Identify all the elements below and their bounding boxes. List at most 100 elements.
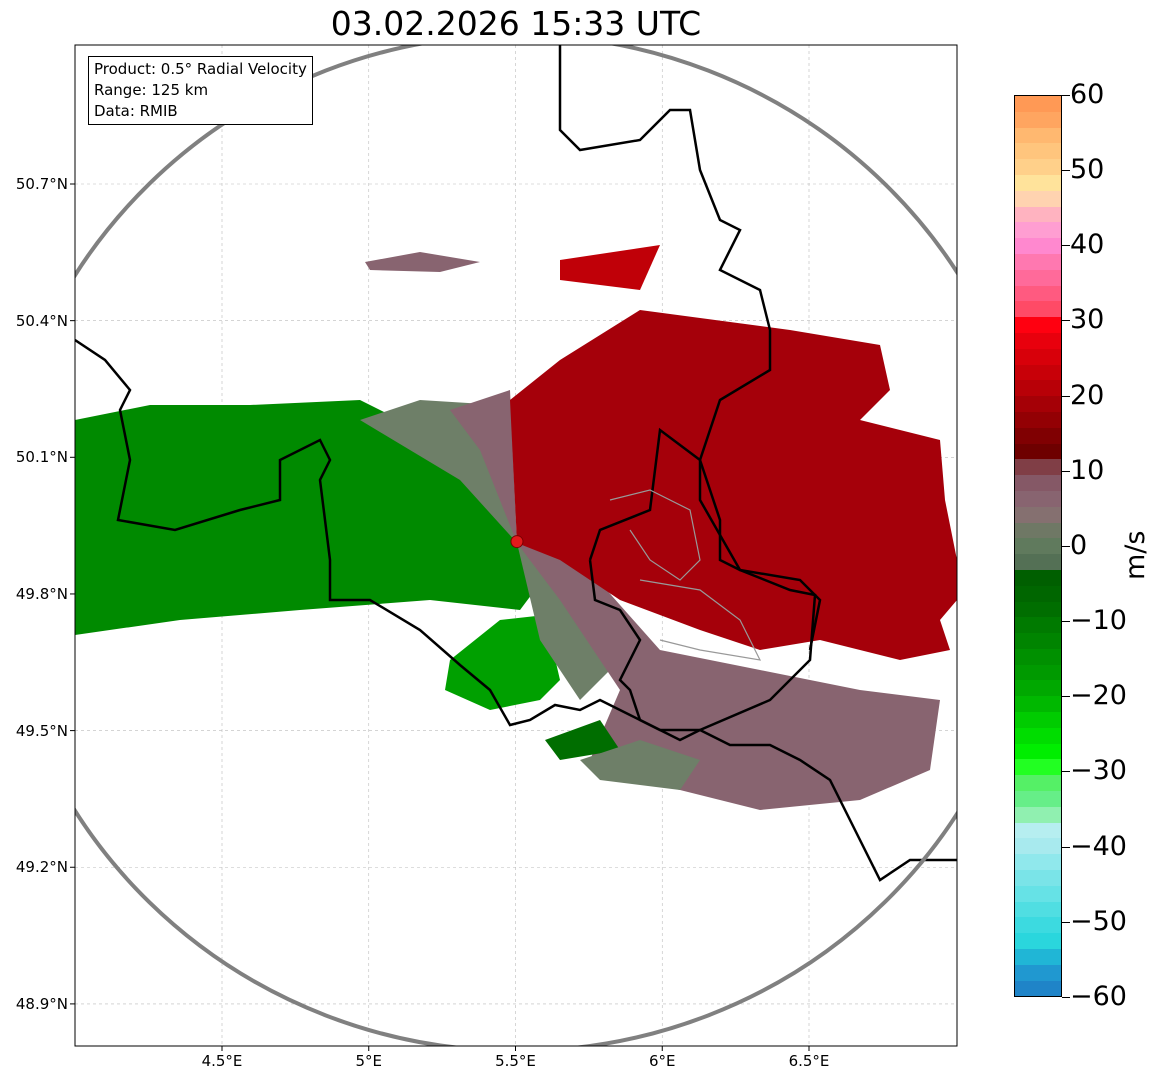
colorbar-segment bbox=[1015, 601, 1061, 618]
colorbar-tick-label: −40 bbox=[1070, 830, 1127, 862]
colorbar-segment bbox=[1015, 143, 1061, 160]
colorbar-segment bbox=[1015, 206, 1061, 223]
lon-label: 5°E bbox=[355, 1052, 383, 1070]
colorbar-segment bbox=[1015, 222, 1061, 239]
colorbar-segment bbox=[1015, 554, 1061, 570]
colorbar-tick-label: −60 bbox=[1070, 980, 1127, 1012]
colorbar-tick-label: 60 bbox=[1070, 79, 1105, 110]
colorbar-tick-label: 50 bbox=[1070, 154, 1105, 186]
colorbar-segment bbox=[1015, 743, 1061, 760]
colorbar-segment bbox=[1015, 522, 1061, 539]
colorbar-tick bbox=[1062, 170, 1070, 172]
colorbar-segment bbox=[1015, 253, 1061, 270]
echo-pink-center bbox=[450, 390, 940, 810]
colorbar-tick-label: 0 bbox=[1070, 529, 1088, 561]
colorbar-segment bbox=[1015, 870, 1061, 886]
lon-label: 6°E bbox=[648, 1052, 676, 1070]
colorbar-segment bbox=[1015, 159, 1061, 175]
colorbar-segment bbox=[1015, 648, 1061, 665]
colorbar-segment bbox=[1015, 411, 1061, 428]
colorbar-segment bbox=[1015, 964, 1061, 981]
colorbar-tick-label: −10 bbox=[1070, 605, 1127, 637]
colorbar-tick bbox=[1062, 320, 1070, 322]
colorbar-segment bbox=[1015, 727, 1061, 744]
colorbar-segment bbox=[1015, 348, 1061, 365]
echo-pink-north bbox=[365, 252, 480, 272]
colorbar-tick bbox=[1062, 545, 1070, 547]
lat-label: 50.1°N bbox=[15, 448, 68, 467]
echo-gray-center bbox=[360, 400, 620, 700]
colorbar-segment bbox=[1015, 190, 1061, 207]
colorbar-tick bbox=[1062, 395, 1070, 397]
colorbar-segment bbox=[1015, 569, 1061, 586]
colorbar-tick bbox=[1062, 771, 1070, 773]
colorbar-tick-label: −50 bbox=[1070, 905, 1127, 937]
colorbar-tick bbox=[1062, 846, 1070, 848]
info-data-source: Data: RMIB bbox=[94, 102, 178, 120]
colorbar-tick-label: 40 bbox=[1070, 229, 1105, 261]
colorbar-segment bbox=[1015, 933, 1061, 950]
colorbar-segment bbox=[1015, 111, 1061, 128]
colorbar-segment bbox=[1015, 490, 1061, 507]
colorbar-segment bbox=[1015, 364, 1061, 381]
colorbar-segment bbox=[1015, 269, 1061, 286]
colorbar-segment bbox=[1015, 585, 1061, 602]
echo-green-west bbox=[75, 400, 535, 635]
colorbar-tick-label: −20 bbox=[1070, 680, 1127, 712]
colorbar-segment bbox=[1015, 427, 1061, 444]
colorbar-segment bbox=[1015, 396, 1061, 412]
colorbar-segment bbox=[1015, 680, 1061, 697]
colorbar-tick-label: 20 bbox=[1070, 379, 1105, 411]
colorbar-segment bbox=[1015, 506, 1061, 523]
colorbar-segment bbox=[1015, 901, 1061, 918]
velocity-echoes bbox=[75, 245, 957, 810]
colorbar-segment bbox=[1015, 332, 1061, 349]
lon-label: 6.5°E bbox=[788, 1052, 830, 1070]
colorbar-tick bbox=[1062, 996, 1070, 998]
colorbar-segment bbox=[1015, 854, 1061, 871]
info-box: Product: 0.5° Radial Velocity Range: 125… bbox=[88, 56, 313, 125]
colorbar-segment bbox=[1015, 127, 1061, 144]
echo-green-south bbox=[445, 615, 560, 710]
info-range: Range: 125 km bbox=[94, 81, 209, 99]
colorbar-tick-label: 10 bbox=[1070, 454, 1105, 486]
colorbar-segment bbox=[1015, 775, 1061, 792]
colorbar-segment bbox=[1015, 443, 1061, 460]
colorbar-segment bbox=[1015, 949, 1061, 965]
colorbar bbox=[1014, 95, 1062, 997]
colorbar-segment bbox=[1015, 538, 1061, 555]
lat-label: 49.2°N bbox=[15, 858, 68, 877]
lat-label: 50.4°N bbox=[15, 311, 68, 330]
colorbar-segment bbox=[1015, 980, 1061, 997]
lon-label: 4.5°E bbox=[201, 1052, 243, 1070]
colorbar-tick bbox=[1062, 696, 1070, 698]
colorbar-segment bbox=[1015, 838, 1061, 855]
lat-label: 49.8°N bbox=[15, 584, 68, 603]
colorbar-tick-label: 30 bbox=[1070, 304, 1105, 336]
colorbar-segment bbox=[1015, 238, 1061, 254]
lon-label: 5.5°E bbox=[495, 1052, 536, 1070]
colorbar-segment bbox=[1015, 759, 1061, 776]
colorbar-segment bbox=[1015, 633, 1061, 649]
colorbar-segment bbox=[1015, 475, 1061, 491]
commune-borders bbox=[609, 489, 762, 661]
lat-label: 50.7°N bbox=[15, 175, 68, 193]
colorbar-segment bbox=[1015, 380, 1061, 397]
lat-label: 49.5°N bbox=[15, 721, 68, 740]
colorbar-tick bbox=[1062, 921, 1070, 923]
colorbar-tick-label: −30 bbox=[1070, 755, 1127, 787]
lat-label: 48.9°N bbox=[15, 994, 68, 1013]
colorbar-tick bbox=[1062, 245, 1070, 247]
colorbar-segment bbox=[1015, 174, 1061, 191]
colorbar-tick bbox=[1062, 621, 1070, 623]
echo-red-north bbox=[560, 245, 660, 290]
echo-green-southeast bbox=[545, 720, 620, 760]
echo-maroon-east bbox=[510, 310, 957, 660]
colorbar-segment bbox=[1015, 96, 1061, 112]
colorbar-segment bbox=[1015, 285, 1061, 302]
country-borders bbox=[75, 45, 957, 882]
colorbar-segment bbox=[1015, 917, 1061, 934]
radar-site-marker[interactable] bbox=[510, 535, 524, 549]
colorbar-segment bbox=[1015, 822, 1061, 839]
